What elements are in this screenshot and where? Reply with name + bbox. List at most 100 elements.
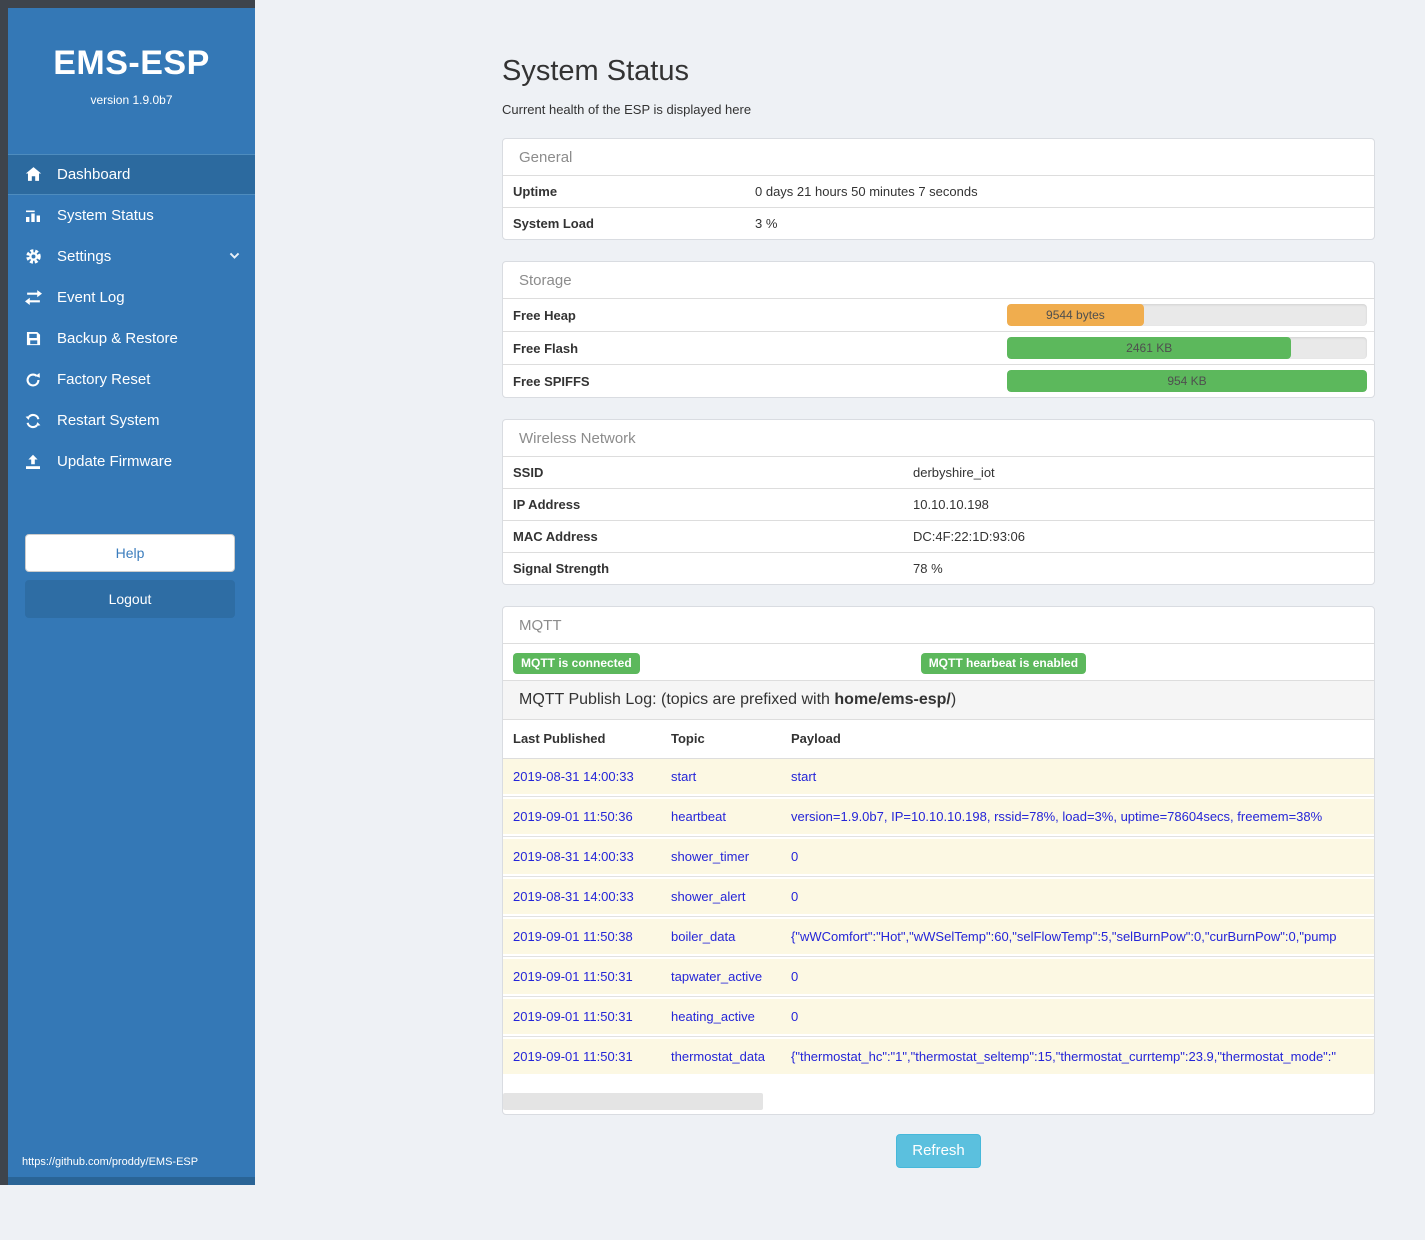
chevron-down-icon xyxy=(228,249,241,266)
page-title: System Status xyxy=(502,55,689,87)
horizontal-scrollbar-thumb[interactable] xyxy=(503,1093,763,1110)
sidebar-item-restart-system[interactable]: Restart System xyxy=(8,400,255,441)
field-label: Free Heap xyxy=(513,307,576,323)
log-topic: tapwater_active xyxy=(671,969,763,984)
mqtt-log-row: 2019-09-01 11:50:36 heartbeat version=1.9.… xyxy=(503,799,1374,834)
exchange-icon xyxy=(22,289,44,306)
log-topic: shower_timer xyxy=(671,849,750,864)
field-value: 3 % xyxy=(755,216,778,231)
progress-bar-track: 2461 KB xyxy=(1007,337,1367,359)
field-label: Free SPIFFS xyxy=(513,373,590,389)
field-value: DC:4F:22:1D:93:06 xyxy=(913,529,1026,544)
log-payload: 0 xyxy=(791,889,799,904)
sidebar-item-backup-restore[interactable]: Backup & Restore xyxy=(8,318,255,359)
row-separator xyxy=(503,794,1374,799)
general-row-uptime: Uptime 0 days 21 hours 50 minutes 7 secon… xyxy=(503,175,1374,207)
field-label: Signal Strength xyxy=(513,561,610,576)
upload-icon xyxy=(22,454,44,470)
general-row-system-load: System Load 3 % xyxy=(503,207,1374,239)
progress-bar-fill: 2461 KB xyxy=(1007,337,1292,359)
general-heading: General xyxy=(519,149,573,166)
main-area: System Status Current health of the ESP … xyxy=(255,55,1425,1168)
field-label: MAC Address xyxy=(513,529,598,544)
log-topic: thermostat_data xyxy=(671,1049,765,1064)
mqtt-log-row: 2019-09-01 11:50:31 tapwater_active 0 xyxy=(503,959,1374,994)
log-payload: 0 xyxy=(791,849,799,864)
log-payload: {"wWComfort":"Hot","wWSelTemp":60,"selFl… xyxy=(791,929,1337,944)
sidebar-item-label: Restart System xyxy=(57,412,160,429)
progress-bar-track: 9544 bytes xyxy=(1007,304,1367,326)
page-subtitle: Current health of the ESP is displayed h… xyxy=(502,102,752,117)
log-topic: heartbeat xyxy=(671,809,726,824)
row-separator xyxy=(503,914,1374,919)
column-header-payload: Payload xyxy=(791,731,841,746)
log-time: 2019-08-31 14:00:33 xyxy=(513,849,634,864)
log-topic: shower_alert xyxy=(671,889,746,904)
mqtt-status-badges: MQTT is connected MQTT hearbeat is enable… xyxy=(503,643,1374,680)
help-button[interactable]: Help xyxy=(25,534,235,572)
github-footer-link: https://github.com/proddy/EMS-ESP xyxy=(22,1156,199,1168)
sidebar-item-label: System Status xyxy=(57,207,154,224)
save-icon xyxy=(22,331,44,346)
field-value: 10.10.10.198 xyxy=(913,497,989,512)
row-separator xyxy=(503,994,1374,999)
sidebar-item-update-firmware[interactable]: Update Firmware xyxy=(8,441,255,482)
status-badge-mqtt-is-connected: MQTT is connected xyxy=(513,653,640,674)
storage-row-free-heap: Free Heap 9544 bytes xyxy=(503,298,1374,331)
sidebar-bottom-bar xyxy=(8,1177,255,1185)
storage-row-free-spiffs: Free SPIFFS 954 KB xyxy=(503,364,1374,397)
log-topic: boiler_data xyxy=(671,929,736,944)
sidebar-item-dashboard[interactable]: Dashboard xyxy=(8,154,255,195)
log-time: 2019-09-01 11:50:36 xyxy=(513,809,633,824)
app-version: version 1.9.0b7 xyxy=(90,93,173,107)
log-time: 2019-09-01 11:50:31 xyxy=(513,969,633,984)
log-topic: heating_active xyxy=(671,1009,755,1024)
row-separator xyxy=(503,954,1374,959)
wireless-row-ssid: SSID derbyshire_iot xyxy=(503,456,1374,488)
storage-heading: Storage xyxy=(519,272,572,289)
column-header-topic: Topic xyxy=(671,731,705,746)
sidebar-item-system-status[interactable]: System Status xyxy=(8,195,255,236)
field-label: Uptime xyxy=(513,184,558,199)
status-badge-mqtt-hearbeat-is-enabled: MQTT hearbeat is enabled xyxy=(920,653,1087,674)
log-time: 2019-09-01 11:50:38 xyxy=(513,929,633,944)
wireless-row-signal-strength: Signal Strength 78 % xyxy=(503,552,1374,584)
mqtt-log-row: 2019-09-01 11:50:31 thermostat_data {"ther… xyxy=(503,1039,1374,1074)
field-label: System Load xyxy=(513,216,594,231)
field-label: IP Address xyxy=(513,497,581,512)
log-payload: {"thermostat_hc":"1","thermostat_seltemp… xyxy=(791,1049,1337,1064)
sidebar-item-label: Factory Reset xyxy=(57,371,151,388)
log-payload: version=1.9.0b7, IP=10.10.10.198, rssid=… xyxy=(791,809,1323,824)
sidebar-item-factory-reset[interactable]: Factory Reset xyxy=(8,359,255,400)
sidebar-item-label: Settings xyxy=(57,248,112,265)
wireless-heading: Wireless Network xyxy=(519,430,636,447)
mqtt-log-body: 2019-08-31 14:00:33 start start 2019-09-01 … xyxy=(503,758,1374,1074)
log-time: 2019-08-31 14:00:33 xyxy=(513,889,634,904)
field-value: 78 % xyxy=(913,561,943,576)
field-label: Free Flash xyxy=(513,340,579,356)
wireless-row-mac-address: MAC Address DC:4F:22:1D:93:06 xyxy=(503,520,1374,552)
sidebar: EMS-ESP version 1.9.0b7 Dashboard System … xyxy=(0,0,255,1185)
log-payload: 0 xyxy=(791,1009,799,1024)
field-value: 0 days 21 hours 50 minutes 7 seconds xyxy=(755,184,978,199)
wireless-panel: Wireless Network SSID derbyshire_iot IP Ad… xyxy=(502,419,1375,585)
sidebar-buttons: Help Logout xyxy=(25,534,235,618)
mqtt-log-header: Last Published Topic Payload xyxy=(503,719,1374,758)
logout-button[interactable]: Logout xyxy=(25,580,235,618)
log-topic: start xyxy=(671,769,697,784)
row-separator xyxy=(503,874,1374,879)
sidebar-item-settings[interactable]: Settings xyxy=(8,236,255,277)
sidebar-item-label: Update Firmware xyxy=(57,453,173,470)
mqtt-panel: MQTT MQTT is connected MQTT hearbeat is e… xyxy=(502,606,1375,1115)
sidebar-item-event-log[interactable]: Event Log xyxy=(8,277,255,318)
sidebar-menu: Dashboard System Status Settings Event Log B… xyxy=(8,154,255,482)
home-icon xyxy=(22,166,44,183)
field-label: SSID xyxy=(513,465,544,480)
refresh-button[interactable]: Refresh xyxy=(896,1134,981,1168)
storage-panel: Storage Free Heap 9544 bytes Free Flash 246… xyxy=(502,261,1375,398)
wireless-row-ip-address: IP Address 10.10.10.198 xyxy=(503,488,1374,520)
log-time: 2019-09-01 11:50:31 xyxy=(513,1009,633,1024)
log-payload: 0 xyxy=(791,969,799,984)
log-time: 2019-08-31 14:00:33 xyxy=(513,769,634,784)
log-payload: start xyxy=(791,769,817,784)
